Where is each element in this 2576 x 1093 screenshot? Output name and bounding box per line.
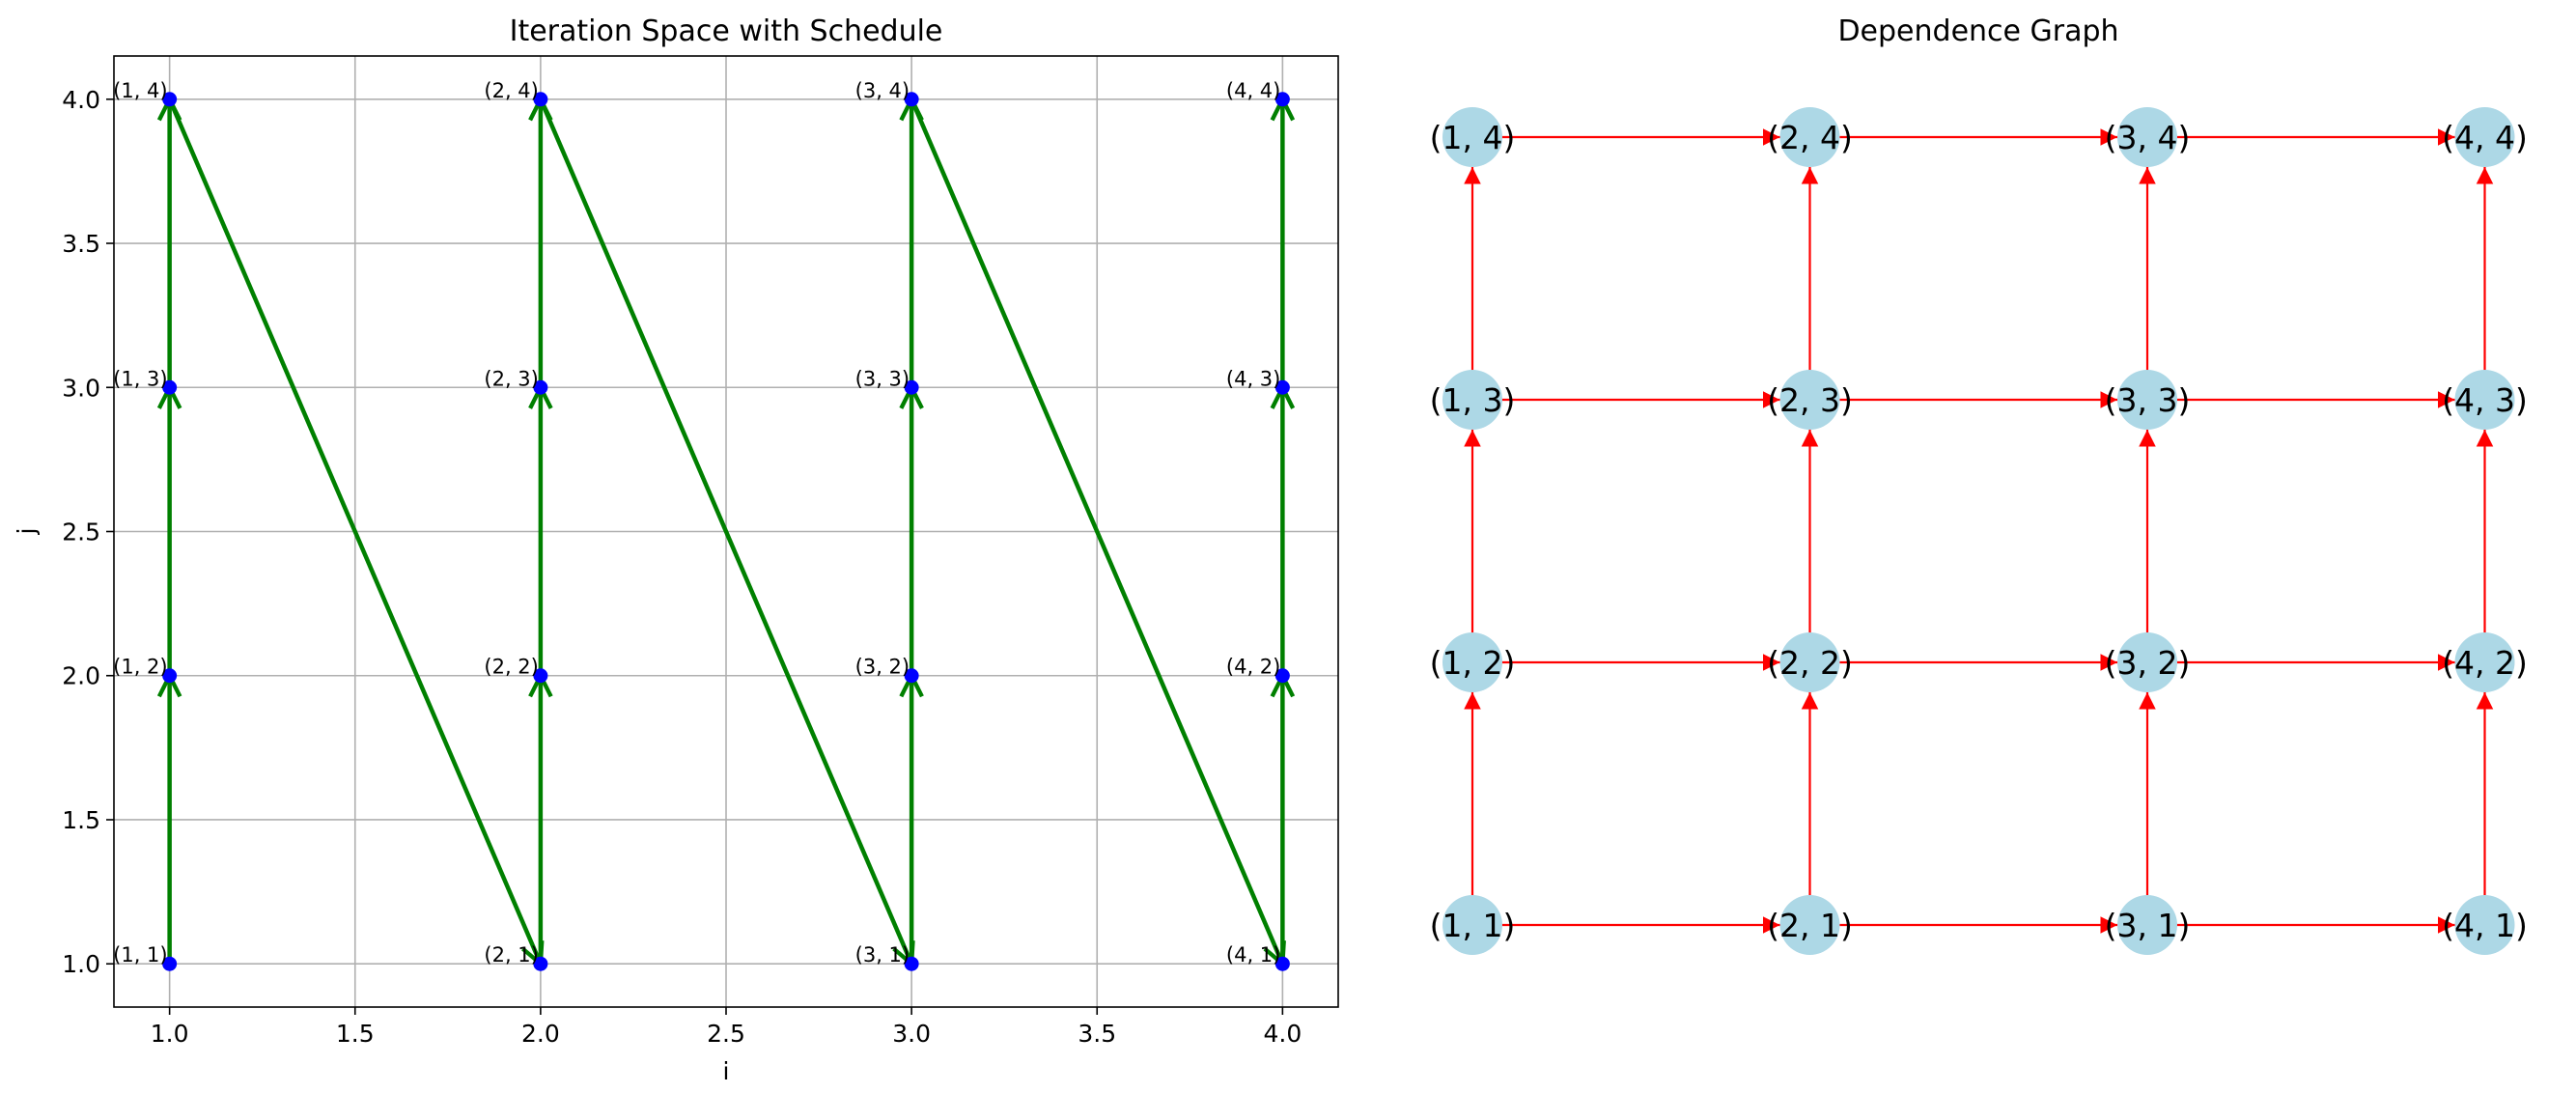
iteration-point <box>904 379 919 395</box>
point-label: (4, 3) <box>1226 367 1280 390</box>
x-tick-label: 2.5 <box>707 1020 745 1048</box>
point-label: (2, 3) <box>484 367 538 390</box>
graph-node <box>2117 107 2177 167</box>
iteration-point <box>533 379 548 395</box>
y-tick-label: 4.0 <box>62 86 100 114</box>
point-label: (3, 2) <box>855 656 910 679</box>
iteration-point <box>904 92 919 107</box>
y-tick-label: 1.0 <box>62 950 100 978</box>
schedule-arrows <box>170 99 1283 964</box>
y-tick-label: 3.5 <box>62 230 100 258</box>
iteration-point <box>1274 379 1290 395</box>
node-label: (1, 4) <box>1430 119 1516 156</box>
node-label: (3, 3) <box>2105 381 2191 419</box>
iteration-space-chart: Iteration Space with Schedule (1, 1)(1, … <box>13 14 1339 1085</box>
y-tick-label: 1.5 <box>62 806 100 834</box>
graph-node <box>1779 107 1840 167</box>
graph-node <box>2454 895 2515 955</box>
y-tick-label: 2.0 <box>62 662 100 690</box>
y-axis-label: j <box>13 528 41 536</box>
point-label: (1, 2) <box>113 656 167 679</box>
graph-node <box>1779 370 1840 430</box>
node-label: (4, 4) <box>2442 119 2528 156</box>
point-label: (1, 3) <box>113 367 167 390</box>
iteration-point <box>1274 956 1290 971</box>
node-label: (3, 1) <box>2105 907 2191 944</box>
node-label: (1, 3) <box>1430 381 1516 419</box>
point-label: (2, 1) <box>484 943 538 967</box>
graph-node <box>2117 632 2177 692</box>
graph-node <box>2454 632 2515 692</box>
graph-title: Dependence Graph <box>1837 14 2118 48</box>
point-label: (3, 4) <box>855 79 910 102</box>
y-tick-label: 2.5 <box>62 518 100 546</box>
iteration-point <box>162 956 178 971</box>
iteration-point <box>533 92 548 107</box>
schedule-arrow <box>538 98 911 964</box>
iteration-points: (1, 1) (1, 2) (1, 3) (1, 4) (2, 1) (2, 2) (2, … <box>113 79 1290 971</box>
point-label: (4, 1) <box>1226 943 1280 967</box>
x-tick-label: 4.0 <box>1263 1020 1302 1048</box>
iteration-point <box>904 956 919 971</box>
iteration-point <box>533 668 548 684</box>
graph-nodes: (1, 1) (1, 2) (1, 3) (1, 4) (2, 1) (2, 2) (2, … <box>1430 107 2528 955</box>
point-label: (4, 4) <box>1226 79 1280 102</box>
node-label: (3, 2) <box>2105 644 2191 682</box>
graph-node <box>2117 895 2177 955</box>
iteration-point <box>1274 92 1290 107</box>
graph-node <box>2117 370 2177 430</box>
point-label: (2, 2) <box>484 656 538 679</box>
point-label: (4, 2) <box>1226 656 1280 679</box>
graph-node <box>2454 107 2515 167</box>
plot-frame <box>113 55 1339 1008</box>
chart-title: Iteration Space with Schedule <box>510 14 943 48</box>
graph-node <box>1779 632 1840 692</box>
schedule-arrow <box>167 98 541 964</box>
iteration-point <box>162 92 178 107</box>
node-label: (4, 3) <box>2442 381 2528 419</box>
iteration-point <box>904 668 919 684</box>
graph-node <box>2454 370 2515 430</box>
graph-node <box>1442 370 1502 430</box>
node-label: (4, 2) <box>2442 644 2528 682</box>
schedule-arrow <box>910 98 1282 964</box>
x-tick-label: 1.5 <box>336 1020 375 1048</box>
point-label: (3, 1) <box>855 943 910 967</box>
node-label: (2, 1) <box>1767 907 1853 944</box>
x-tick-label: 2.0 <box>521 1020 560 1048</box>
iteration-point <box>162 668 178 684</box>
iteration-point <box>1274 668 1290 684</box>
point-label: (2, 4) <box>484 79 538 102</box>
graph-node <box>1779 895 1840 955</box>
dependence-graph: Dependence Graph (1, 1) (1, 2) (1, 3) (1, 4… <box>1430 14 2528 955</box>
y-tick-label: 3.0 <box>62 374 100 402</box>
point-label: (1, 4) <box>113 79 167 102</box>
node-label: (4, 1) <box>2442 907 2528 944</box>
node-label: (1, 1) <box>1430 907 1516 944</box>
node-label: (2, 2) <box>1767 644 1853 682</box>
graph-node <box>1442 632 1502 692</box>
point-label: (1, 1) <box>113 943 167 967</box>
node-label: (1, 2) <box>1430 644 1516 682</box>
dependence-edges <box>1464 128 2494 934</box>
node-label: (3, 4) <box>2105 119 2191 156</box>
iteration-point <box>162 379 178 395</box>
axis-ticks: 1.0 1.5 2.0 2.5 3.0 3.5 4.0 1.0 1.5 2.0 2.5 3.0 3.5 4… <box>62 86 1302 1048</box>
graph-node <box>1442 895 1502 955</box>
graph-node <box>1442 107 1502 167</box>
x-tick-label: 3.5 <box>1078 1020 1116 1048</box>
point-label: (3, 3) <box>855 367 910 390</box>
x-tick-label: 1.0 <box>151 1020 189 1048</box>
x-tick-label: 3.0 <box>892 1020 931 1048</box>
x-axis-label: i <box>723 1057 730 1085</box>
iteration-point <box>533 956 548 971</box>
node-label: (2, 3) <box>1767 381 1853 419</box>
node-label: (2, 4) <box>1767 119 1853 156</box>
